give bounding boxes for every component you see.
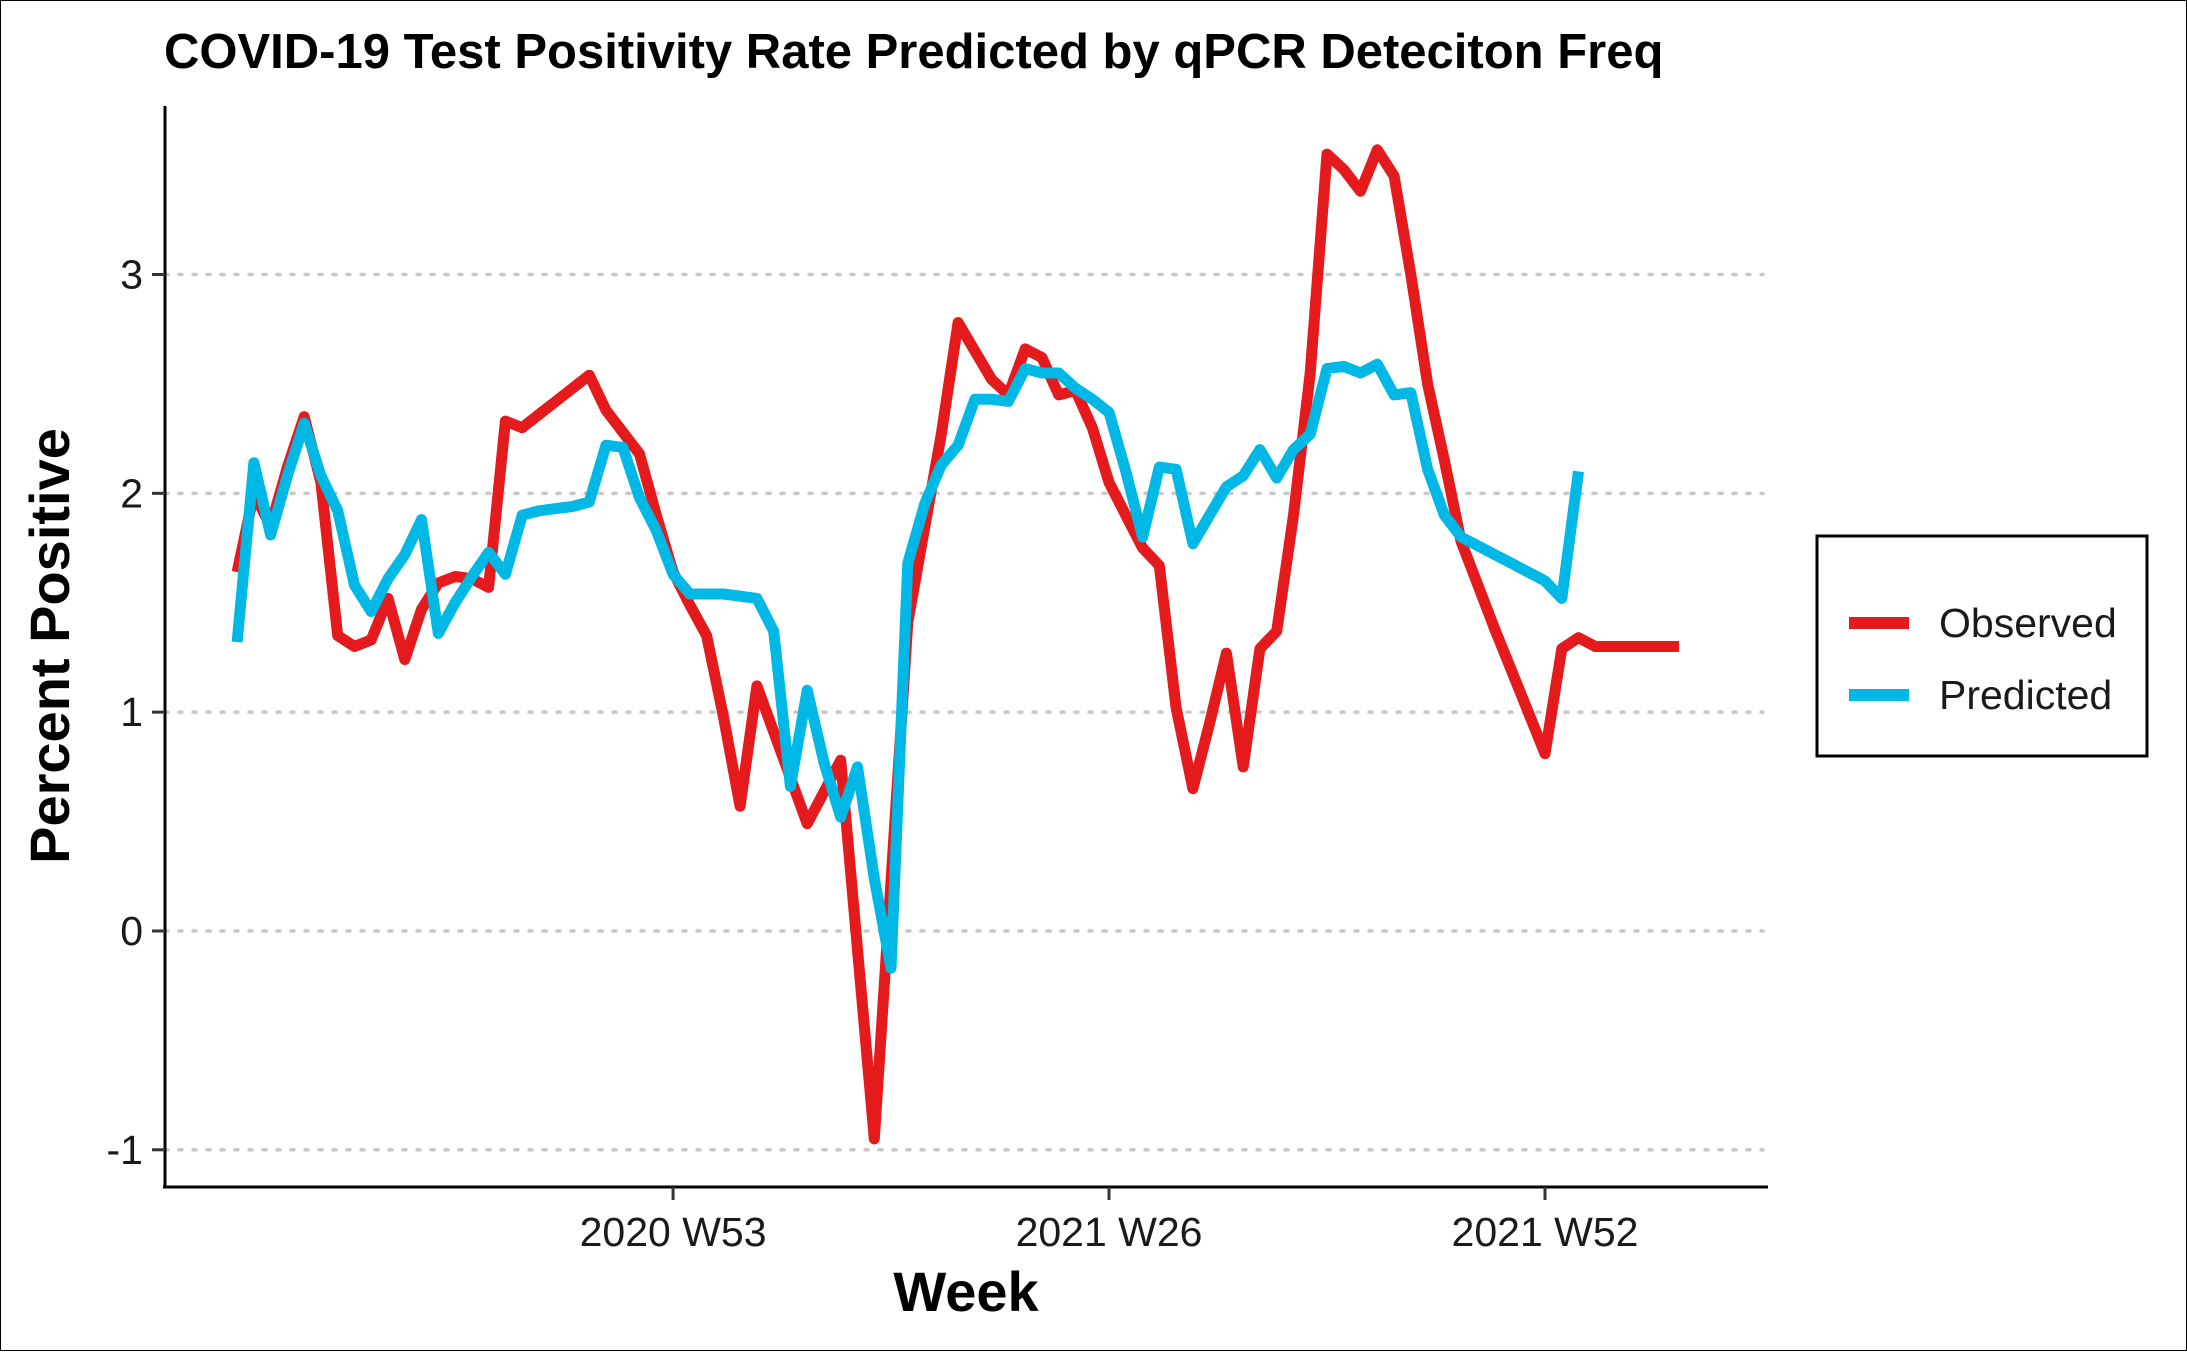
y-axis-title: Percent Positive bbox=[18, 428, 81, 864]
y-tick-label: 1 bbox=[120, 689, 143, 735]
y-tick-label: 0 bbox=[120, 908, 143, 954]
legend-label-predicted: Predicted bbox=[1939, 672, 2112, 718]
legend: Observed Predicted bbox=[1815, 534, 2149, 758]
y-tick-label: -1 bbox=[107, 1127, 143, 1173]
y-tick-label: 2 bbox=[120, 470, 143, 516]
x-tick-label: 2021 W26 bbox=[1016, 1209, 1203, 1255]
series-layer bbox=[231, 144, 1680, 1145]
y-ticks: -1 0 1 2 3 bbox=[107, 251, 165, 1173]
series-line-observed bbox=[231, 144, 1680, 1145]
y-tick-label: 3 bbox=[120, 251, 143, 297]
legend-label-observed: Observed bbox=[1939, 600, 2117, 646]
grid-lines bbox=[163, 272, 1765, 1152]
x-axis-title: Week bbox=[893, 1260, 1039, 1323]
legend-box bbox=[1815, 534, 2149, 758]
x-tick-label: 2021 W52 bbox=[1452, 1209, 1639, 1255]
x-ticks: 2020 W53 2021 W26 2021 W52 bbox=[580, 1187, 1639, 1255]
x-tick-label: 2020 W53 bbox=[580, 1209, 767, 1255]
series-line-predicted bbox=[231, 358, 1584, 974]
chart-title: COVID-19 Test Positivity Rate Predicted … bbox=[164, 25, 1663, 79]
